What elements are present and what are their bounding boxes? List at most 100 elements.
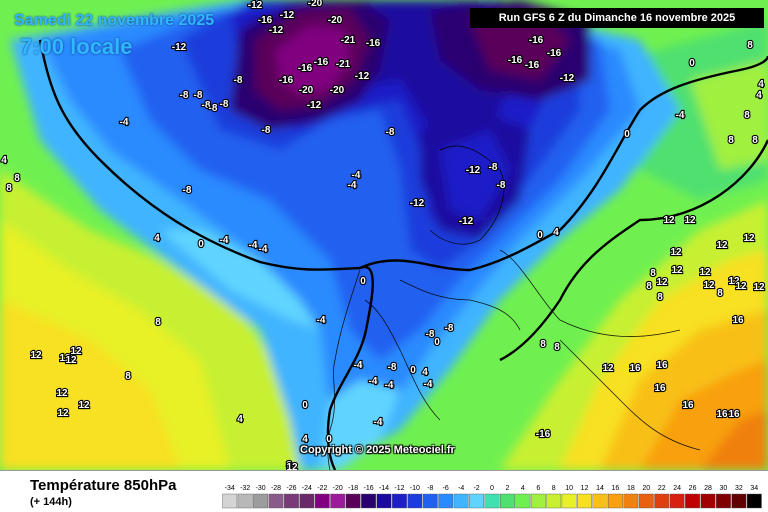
copyright-notice: Copyright © 2025 Meteociel.fr [300,444,455,456]
legend-value: -4 [458,485,464,492]
isotherm-label: -12 [410,198,425,209]
isotherm-label: -4 [352,170,361,181]
legend-value: 20 [642,485,650,492]
legend-value: -24 [302,485,312,492]
isotherm-label: 8 [717,288,723,299]
legend-swatch [530,493,546,509]
isotherm-label: -8 [202,100,211,111]
isotherm-label: -8 [386,127,395,138]
isotherm-label: 16 [732,315,744,326]
isotherm-label: -12 [172,42,187,53]
isotherm-label: 16 [654,383,666,394]
isotherm-label: -4 [354,360,363,371]
isotherm-label: -12 [466,165,481,176]
isotherm-label: 12 [656,277,668,288]
isotherm-label: 12 [30,350,42,361]
legend-swatch [453,493,469,509]
isotherm-label: 0 [302,400,308,411]
isotherm-label: 8 [646,281,652,292]
isotherm-label: -8 [497,180,506,191]
isotherm-label: -8 [489,162,498,173]
isotherm-label: -16 [314,57,329,68]
isotherm-label: 16 [629,363,641,374]
legend-swatch [484,493,500,509]
legend-value: -28 [271,485,281,492]
isotherm-label: -20 [330,85,345,96]
legend-swatch [376,493,392,509]
isotherm-label: -8 [220,99,229,110]
isotherm-label: -4 [120,117,129,128]
isotherm-label: 16 [728,409,740,420]
legend-value: -34 [225,485,235,492]
legend-value: 18 [627,485,635,492]
isotherm-label: -4 [249,240,258,251]
forecast-date: Samedi 22 novembre 2025 [14,12,215,29]
isotherm-label: 12 [743,233,755,244]
isotherm-label: -8 [209,103,218,114]
isotherm-label: -16 [525,60,540,71]
legend-value: 24 [673,485,681,492]
legend-value: 0 [490,485,494,492]
legend-value: -2 [473,485,479,492]
legend-swatch [407,493,423,509]
isotherm-label: -4 [220,235,229,246]
isotherm-label: 12 [735,281,747,292]
isotherm-label: 12 [56,388,68,399]
isotherm-label: 0 [434,337,440,348]
legend-value: 30 [720,485,728,492]
isotherm-label: -4 [424,379,433,390]
isotherm-label: 0 [410,365,416,376]
isotherm-label: -4 [348,180,357,191]
isotherm-label: 8 [125,371,131,382]
legend-swatch [237,493,253,509]
legend-swatch [330,493,346,509]
isotherm-label: -8 [180,90,189,101]
legend-value: 22 [658,485,666,492]
isotherm-label: -16 [508,55,523,66]
isotherm-label: 12 [57,408,69,419]
isotherm-label: -8 [183,185,192,196]
legend-value: 34 [750,485,758,492]
isotherm-label: 12 [684,215,696,226]
isotherm-label: -12 [248,0,263,11]
legend-value: -18 [348,485,358,492]
legend-swatch [500,493,515,509]
isotherm-label: 12 [671,265,683,276]
legend-value: 12 [581,485,589,492]
isotherm-label: -8 [234,75,243,86]
legend-bar: Température 850hPa (+ 144h) -34 -32 -30 -28… [0,470,768,512]
legend-swatch [577,493,592,509]
legend-value: -30 [256,485,266,492]
isotherm-label: -16 [547,48,562,59]
isotherm-label: -16 [258,15,273,26]
legend-swatch [438,493,454,509]
isotherm-label: 4 [553,227,559,238]
isotherm-label: 4 [1,155,7,166]
isotherm-label: 16 [716,409,728,420]
isotherm-label: -21 [341,35,356,46]
isotherm-label: 12 [670,247,682,258]
lead-time: (+ 144h) [30,496,72,508]
run-info: Run GFS 6 Z du Dimanche 16 novembre 2025 [470,8,764,28]
isotherm-label: 8 [554,342,560,353]
isotherm-label: -21 [336,59,351,70]
isotherm-label: 4 [302,434,308,445]
isotherm-label: -4 [259,244,268,255]
isotherm-label: 12 [753,282,765,293]
isotherm-label: -12 [269,25,284,36]
legend-swatch [731,493,747,509]
isotherm-label: -20 [328,15,343,26]
isotherm-label: -20 [308,0,323,9]
isotherm-label: -12 [280,10,295,21]
legend-value: -6 [443,485,449,492]
isotherm-label: 0 [326,434,332,445]
legend-value: -20 [333,485,343,492]
legend-value: 4 [521,485,525,492]
isotherm-label: -16 [279,75,294,86]
isotherm-label: -16 [529,35,544,46]
legend-value: 10 [565,485,573,492]
legend-swatch [561,493,577,509]
isotherm-label: 12 [663,215,675,226]
forecast-time: 7:00 locale [20,34,133,59]
